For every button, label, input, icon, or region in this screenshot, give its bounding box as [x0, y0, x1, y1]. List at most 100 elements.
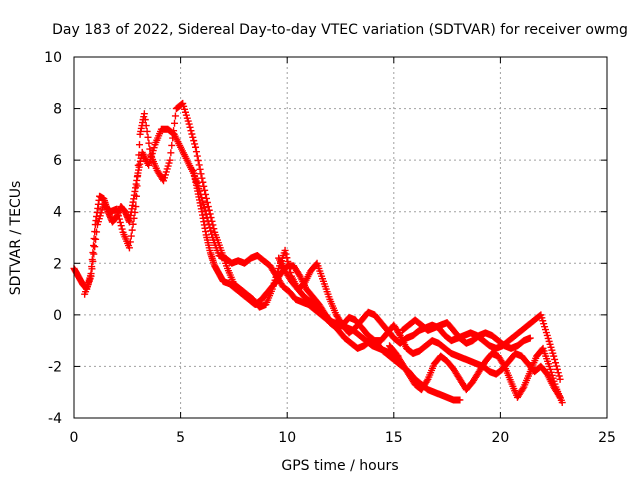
data-point — [89, 242, 97, 250]
data-point — [87, 272, 95, 280]
data-point — [141, 116, 149, 124]
data-point — [135, 151, 143, 159]
data-point — [192, 143, 200, 151]
data-point — [140, 110, 148, 118]
data-point — [131, 208, 139, 216]
data-point — [142, 122, 150, 130]
y-tick-label: 10 — [44, 50, 62, 66]
data-point — [456, 396, 464, 404]
x-tick-label: 20 — [491, 430, 509, 446]
data-point — [558, 399, 566, 407]
data-point — [166, 156, 174, 164]
data-point — [91, 243, 99, 251]
series-track-f — [398, 316, 534, 352]
data-point — [552, 362, 560, 370]
y-tick-label: -4 — [48, 411, 62, 427]
x-tick-label: 25 — [598, 430, 616, 446]
data-point — [192, 148, 200, 156]
data-point — [203, 199, 211, 207]
data-point — [170, 127, 178, 135]
data-point — [168, 141, 176, 149]
data-point — [554, 369, 562, 377]
data-point — [171, 112, 179, 120]
data-point — [127, 232, 135, 240]
data-point — [423, 377, 431, 385]
data-point — [126, 238, 134, 246]
data-point — [143, 127, 151, 135]
data-point — [167, 149, 175, 157]
x-tick-label: 5 — [176, 430, 185, 446]
data-point — [132, 203, 140, 211]
data-point — [194, 157, 202, 165]
data-point — [132, 192, 140, 200]
data-point — [89, 257, 97, 265]
x-axis-label: GPS time / hours — [281, 458, 398, 474]
x-tick-label: 10 — [278, 430, 296, 446]
data-point — [171, 119, 179, 127]
series-track-c — [189, 166, 464, 404]
data-point — [90, 235, 98, 243]
y-tick-label: -2 — [48, 359, 62, 375]
data-point — [206, 210, 214, 218]
data-point — [185, 120, 193, 128]
data-point — [201, 186, 209, 194]
data-point — [553, 365, 561, 373]
data-point — [200, 182, 208, 190]
y-tick-label: 6 — [53, 153, 62, 169]
data-point — [552, 359, 560, 367]
data-point — [116, 218, 124, 226]
data-point — [519, 385, 527, 393]
data-point — [114, 208, 122, 216]
data-point — [117, 222, 125, 230]
data-point — [125, 244, 133, 252]
y-tick-label: 8 — [53, 102, 62, 118]
series-track-a — [70, 125, 402, 360]
data-point — [207, 214, 215, 222]
data-point — [186, 123, 194, 131]
data-point — [189, 133, 197, 141]
data-marks — [70, 99, 566, 407]
data-point — [209, 221, 217, 229]
chart-title: Day 183 of 2022, Sidereal Day-to-day VTE… — [52, 22, 628, 38]
plot-area-frame — [73, 56, 608, 419]
data-point — [555, 372, 563, 380]
data-point — [145, 139, 153, 147]
data-point — [195, 161, 203, 169]
data-point — [197, 170, 205, 178]
data-point — [208, 217, 216, 225]
data-point — [204, 203, 212, 211]
data-point — [200, 204, 208, 212]
data-point — [193, 152, 201, 160]
data-point — [130, 214, 138, 222]
data-point — [114, 212, 122, 220]
y-axis-label: SDTVAR / TECUs — [8, 181, 24, 296]
data-point — [191, 140, 199, 148]
data-point — [202, 194, 210, 202]
data-point — [500, 361, 508, 369]
data-point — [92, 235, 100, 243]
data-point — [115, 215, 123, 223]
data-point — [190, 137, 198, 145]
data-point — [144, 133, 152, 141]
data-point — [146, 145, 154, 153]
data-point — [210, 225, 218, 233]
data-point — [135, 141, 143, 149]
data-point — [113, 205, 121, 213]
data-point — [283, 254, 291, 262]
data-point — [551, 355, 559, 363]
data-point — [129, 220, 137, 228]
data-point — [196, 165, 204, 173]
axis-ticks: 0 5 10 15 20 25 -4 -2 0 2 4 6 8 10 — [44, 50, 616, 446]
data-point — [133, 182, 141, 190]
data-point — [205, 206, 213, 214]
data-point — [118, 225, 126, 233]
data-point — [201, 207, 209, 215]
data-point — [134, 172, 142, 180]
data-point — [188, 130, 196, 138]
data-point — [128, 226, 136, 234]
grid — [74, 57, 607, 418]
y-tick-label: 0 — [53, 308, 62, 324]
data-point — [90, 250, 98, 258]
data-point — [281, 246, 289, 254]
